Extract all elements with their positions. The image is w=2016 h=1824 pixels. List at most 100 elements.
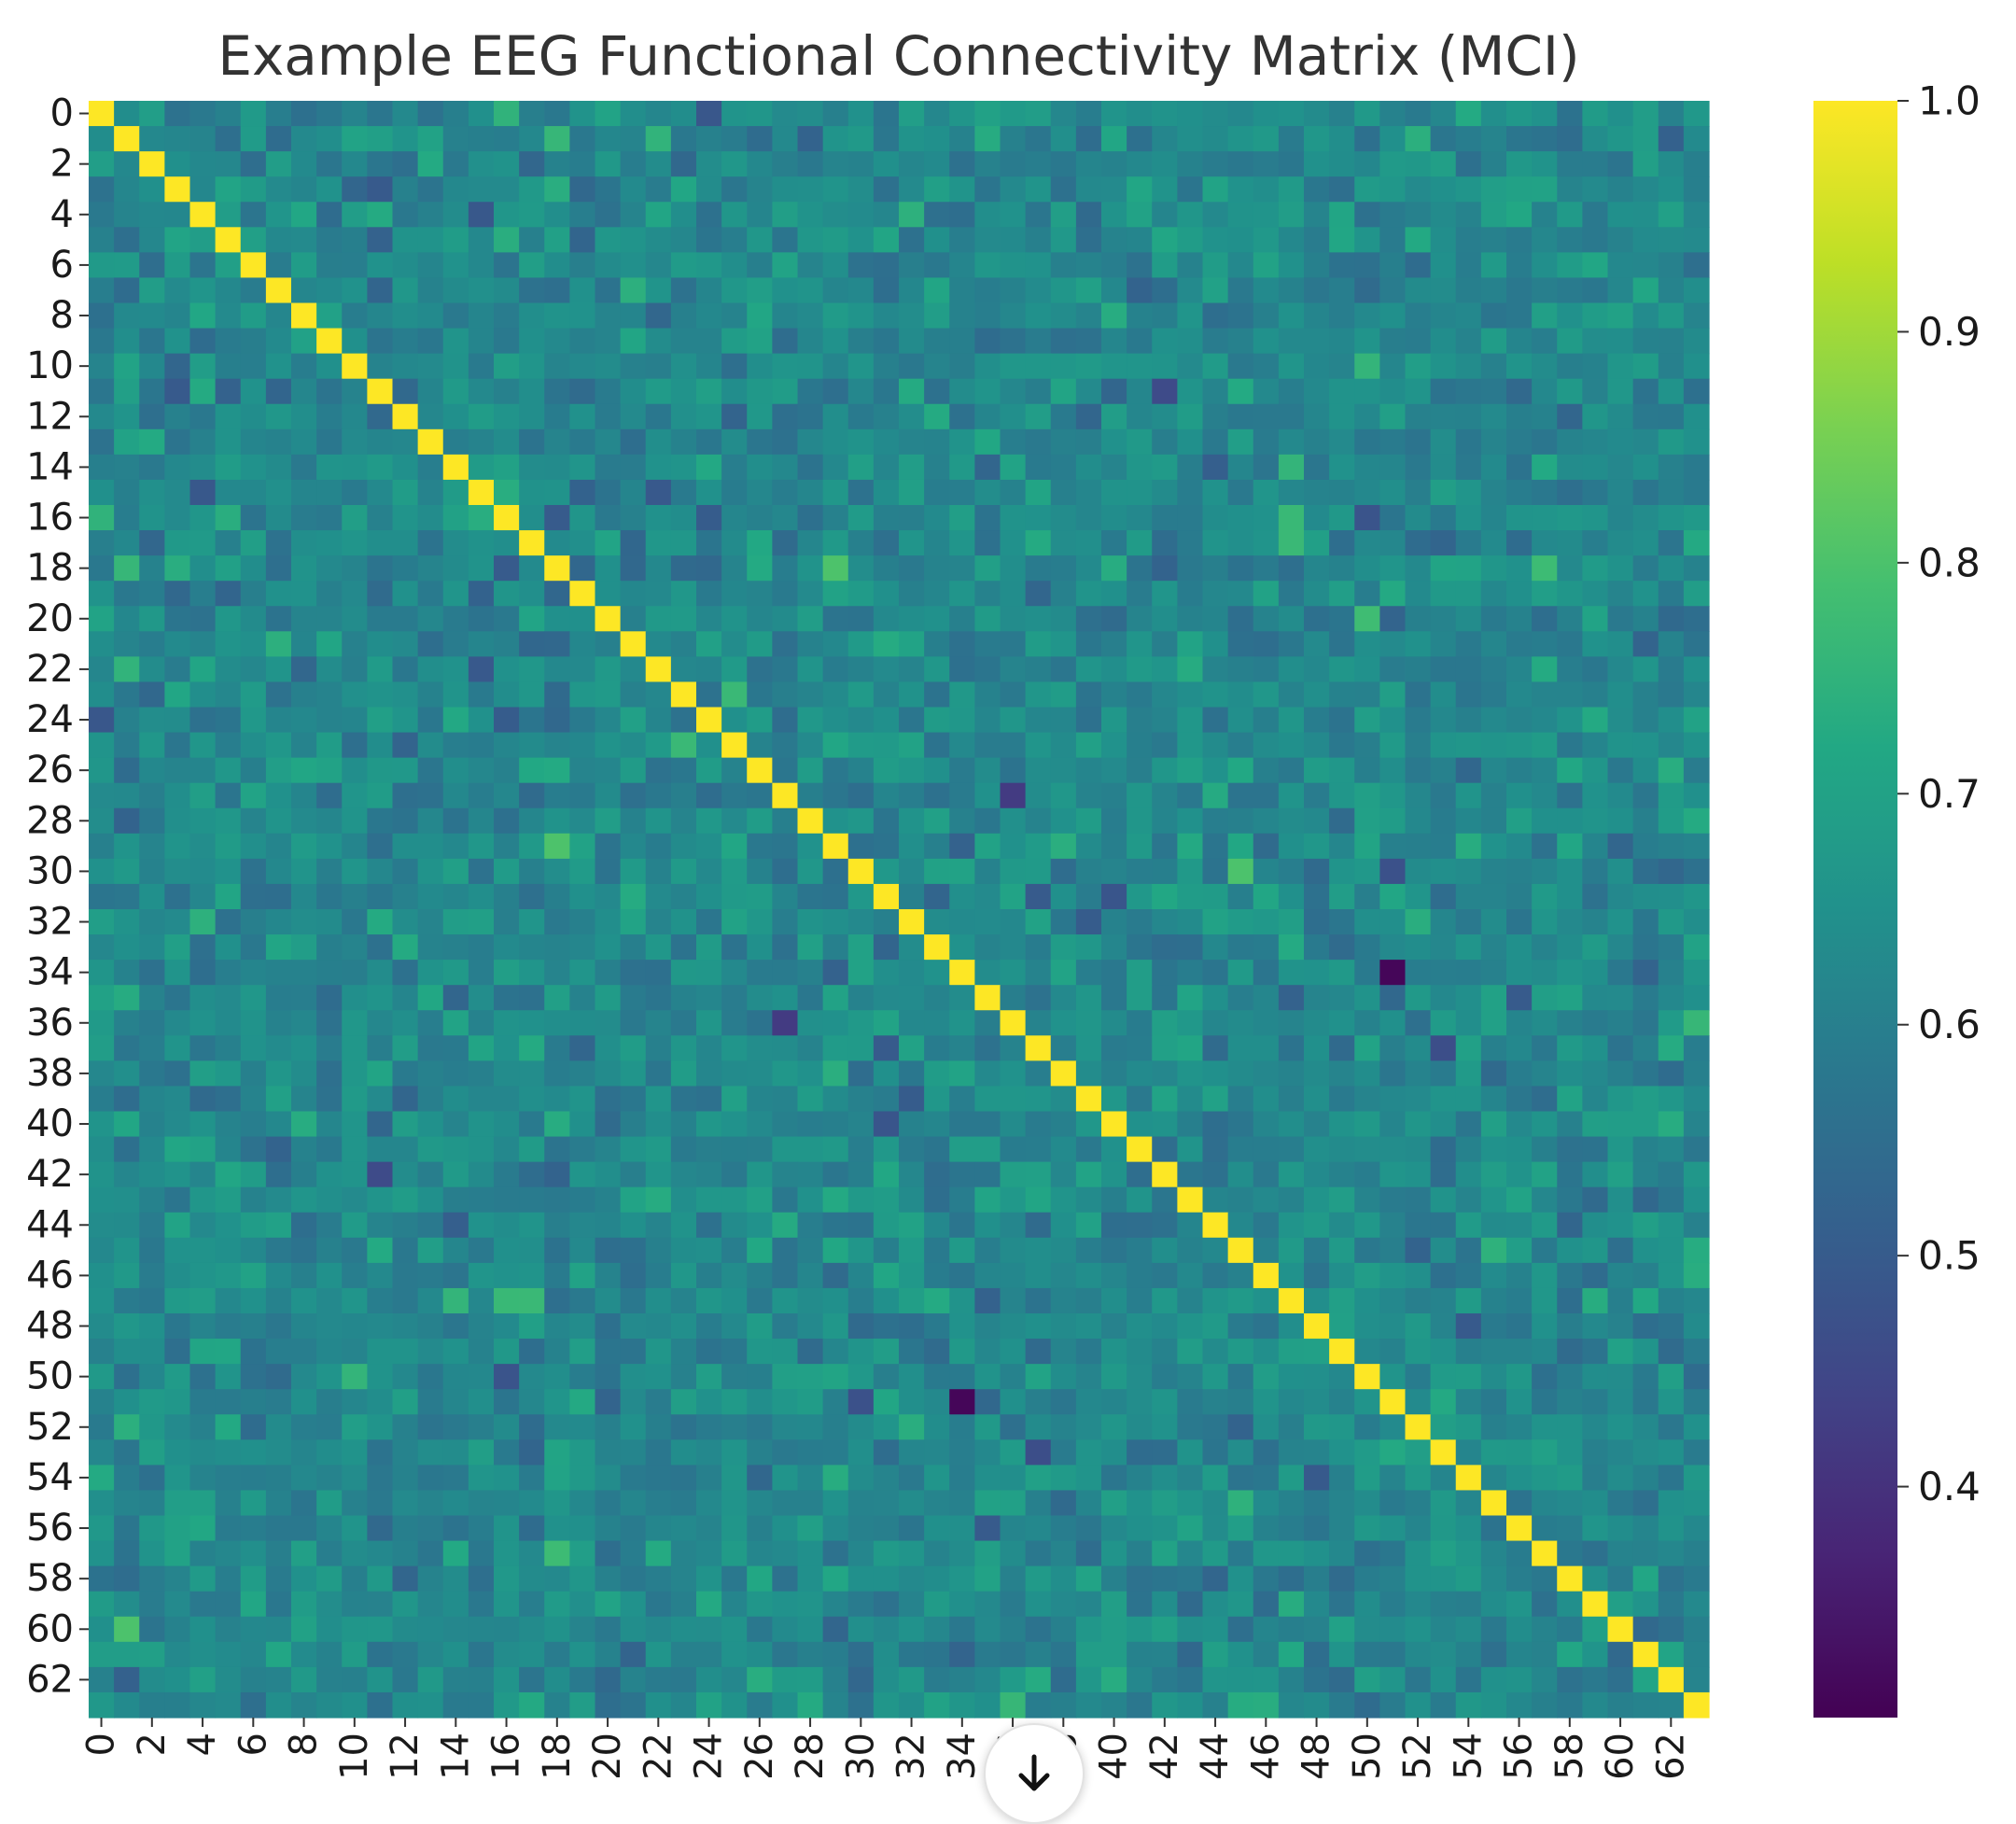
heatmap-cell	[417, 530, 444, 556]
heatmap-cell	[1532, 479, 1558, 506]
heatmap-cell	[139, 403, 165, 430]
heatmap-cell	[392, 202, 419, 228]
heatmap-cell	[442, 1313, 469, 1340]
heatmap-cell	[974, 732, 1001, 759]
heatmap-cell	[873, 1136, 900, 1163]
heatmap-cell	[1557, 1515, 1583, 1542]
heatmap-cell	[1582, 555, 1609, 582]
heatmap-cell	[1050, 479, 1077, 506]
heatmap-cell	[721, 1565, 748, 1592]
heatmap-cell	[797, 151, 824, 177]
heatmap-cell	[620, 1641, 647, 1668]
heatmap-cell	[1000, 555, 1027, 582]
heatmap-cell	[747, 277, 773, 304]
heatmap-cells	[89, 101, 1710, 1719]
heatmap-cell	[1227, 1364, 1254, 1390]
heatmap-cell	[797, 1262, 824, 1289]
heatmap-cell	[924, 1287, 950, 1314]
heatmap-cell	[1253, 302, 1280, 330]
heatmap-cell	[1000, 1490, 1027, 1517]
heatmap-cell	[924, 1237, 950, 1264]
heatmap-cell	[417, 302, 444, 330]
heatmap-cell	[114, 378, 140, 405]
heatmap-cell	[1025, 1186, 1052, 1214]
heatmap-cell	[1405, 1666, 1432, 1693]
heatmap-cell	[89, 833, 115, 860]
heatmap-cell	[822, 1389, 849, 1415]
heatmap-cell	[645, 252, 672, 279]
scroll-down-button[interactable]	[984, 1723, 1085, 1824]
heatmap-cell	[1278, 581, 1305, 607]
heatmap-cell	[1075, 883, 1102, 910]
heatmap-cell	[1632, 505, 1659, 531]
heatmap-cell	[1329, 252, 1355, 279]
heatmap-cell	[847, 807, 875, 835]
heatmap-cell	[1000, 1212, 1027, 1239]
heatmap-cell	[1430, 1212, 1457, 1239]
heatmap-cell	[442, 252, 469, 279]
heatmap-cell	[1607, 555, 1634, 582]
heatmap-cell	[1582, 606, 1609, 632]
heatmap-cell	[468, 985, 495, 1011]
heatmap-cell	[1152, 505, 1178, 531]
heatmap-cell	[1152, 1389, 1178, 1415]
heatmap-cell	[1152, 1186, 1178, 1214]
heatmap-cell	[519, 1287, 545, 1314]
heatmap-cell	[1379, 757, 1407, 784]
heatmap-cell	[1227, 505, 1254, 531]
heatmap-cell	[1202, 126, 1229, 152]
heatmap-cell	[847, 302, 875, 330]
heatmap-cell	[1379, 1212, 1407, 1239]
heatmap-cell	[367, 1565, 394, 1592]
heatmap-cell	[1025, 1515, 1052, 1542]
heatmap-cell	[189, 656, 217, 683]
heatmap-cell	[1683, 757, 1710, 784]
heatmap-cell	[1227, 1136, 1254, 1163]
heatmap-cell	[89, 960, 115, 986]
heatmap-cell	[620, 985, 647, 1011]
heatmap-cell	[89, 681, 115, 709]
heatmap-cell	[899, 1540, 925, 1567]
heatmap-cell	[1683, 1287, 1710, 1314]
heatmap-cell	[1050, 1186, 1077, 1214]
heatmap-cell	[189, 606, 217, 632]
heatmap-cell	[417, 934, 444, 961]
heatmap-cell	[1532, 1465, 1558, 1492]
heatmap-cell	[1632, 530, 1659, 556]
heatmap-cell	[620, 934, 647, 961]
heatmap-cell	[1379, 1262, 1407, 1289]
heatmap-cell	[1075, 606, 1102, 632]
heatmap-cell	[139, 328, 165, 355]
heatmap-cell	[392, 428, 419, 456]
heatmap-cell	[164, 1565, 191, 1592]
x-tick-label: 14	[434, 1733, 477, 1780]
heatmap-cell	[114, 1490, 140, 1517]
heatmap-cell	[1683, 176, 1710, 203]
heatmap-cell	[974, 1389, 1001, 1415]
heatmap-cell	[1227, 1313, 1254, 1340]
heatmap-cell	[1101, 1515, 1127, 1542]
heatmap-cell	[1379, 909, 1407, 935]
heatmap-cell	[1683, 555, 1710, 582]
heatmap-cell	[291, 1060, 317, 1087]
heatmap-cell	[974, 757, 1001, 784]
heatmap-cell	[417, 1111, 444, 1138]
heatmap-cell	[114, 101, 140, 127]
heatmap-cell	[1430, 151, 1457, 177]
heatmap-cell	[1000, 1339, 1027, 1365]
heatmap-cell	[1177, 1086, 1204, 1113]
heatmap-cell	[1354, 1540, 1380, 1567]
heatmap-cell	[747, 681, 773, 709]
heatmap-cell	[240, 403, 267, 430]
heatmap-cell	[265, 707, 292, 734]
y-tick-label: 26	[26, 749, 74, 792]
heatmap-cell	[1304, 1287, 1330, 1314]
heatmap-cell	[1582, 1086, 1609, 1113]
heatmap-cell	[873, 1515, 900, 1542]
heatmap-cell	[1430, 176, 1457, 203]
heatmap-cell	[1101, 1237, 1127, 1264]
x-tick-label: 34	[941, 1733, 984, 1780]
heatmap-cell	[1304, 606, 1330, 632]
heatmap-cell	[1025, 732, 1052, 759]
heatmap-cell	[164, 782, 191, 809]
